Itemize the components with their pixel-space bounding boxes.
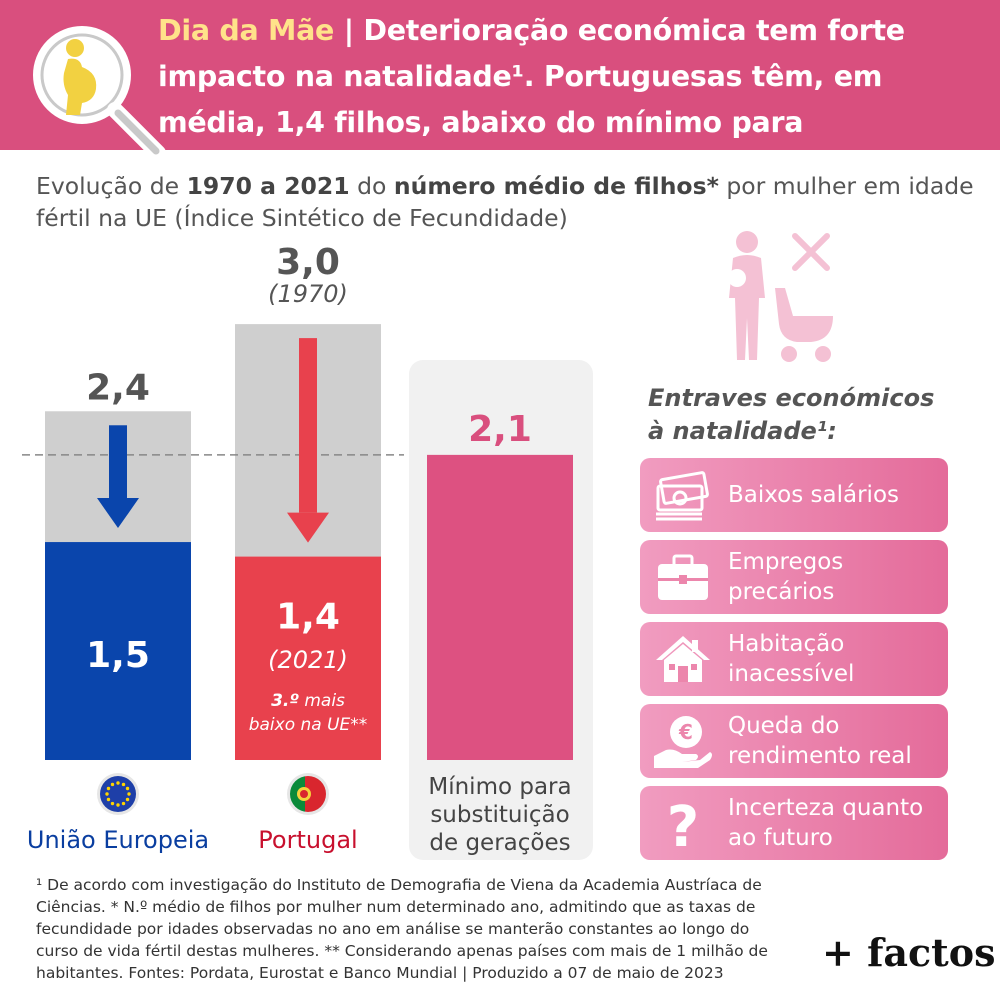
pt-rank-label-line1: 3.º mais — [271, 691, 345, 711]
footnote: ¹ De acordo com investigação do Institut… — [36, 876, 768, 982]
money-icon — [656, 471, 709, 521]
barrier-label: Incerteza quanto ao futuro — [728, 795, 924, 851]
category-label-pt: Portugal — [258, 826, 357, 854]
pt-2021-year-label: (2021) — [268, 646, 348, 674]
pt-rank-rest: mais — [299, 691, 345, 711]
barrier-real-income: € Queda do rendimento real — [640, 704, 948, 778]
svg-text:€: € — [678, 720, 693, 744]
eu-1970-value-label: 2,4 — [86, 367, 150, 408]
bar-pt-2021 — [235, 556, 381, 760]
barrier-precarious-jobs: Empregos precários — [640, 540, 948, 614]
eu-star — [121, 782, 126, 787]
eu-star — [110, 782, 115, 787]
bar-eu-2021 — [45, 542, 191, 760]
magnifier-pregnant-icon — [33, 26, 166, 161]
mother-stroller-crossed-icon — [728, 231, 833, 362]
subtitle-part3: por mulher em idade fértil na UE (Índice… — [36, 172, 974, 232]
eu-star — [127, 792, 131, 796]
eu-2021-value-label: 1,5 — [86, 635, 150, 676]
eu-star — [125, 786, 130, 791]
pt-1970-year-label: (1970) — [268, 280, 348, 308]
eu-star — [116, 803, 120, 807]
svg-text:?: ? — [667, 795, 699, 852]
category-label-eu: União Europeia — [27, 826, 209, 854]
pt-1970-value-label: 3,0 — [276, 242, 340, 283]
category-label-replacement-3: de gerações — [429, 830, 570, 856]
eu-star — [116, 781, 120, 785]
subtitle-part1: Evolução de — [36, 172, 187, 200]
pt-decline-arrow — [287, 338, 329, 543]
barriers-heading-line2: à natalidade¹: — [648, 417, 837, 445]
eu-flag-icon — [97, 773, 139, 815]
bar-replacement — [427, 454, 573, 760]
brand-logo: + factos — [822, 930, 996, 975]
portugal-flag-icon — [287, 773, 329, 815]
barrier-uncertainty: ? Incerteza quanto ao futuro — [640, 786, 948, 860]
euro-hand-icon: € — [654, 716, 712, 768]
pt-rank-bold: 3.º — [271, 691, 299, 711]
replacement-value-label: 2,1 — [468, 409, 532, 450]
chart-subtitle: Evolução de 1970 a 2021 do número médio … — [36, 170, 976, 234]
eu-star — [125, 797, 130, 802]
pt-2021-value-label: 1,4 — [276, 597, 340, 638]
pt-rank-label-line2: baixo na UE** — [249, 715, 368, 735]
title-kicker: Dia da Mãe — [158, 14, 335, 47]
eu-star — [121, 801, 126, 806]
subtitle-part2: do — [349, 172, 394, 200]
barriers-heading-line1: Entraves económicos — [648, 384, 935, 412]
title-text: Deterioração económica tem forte impacto… — [158, 14, 905, 185]
eu-star — [106, 797, 111, 802]
header-banner — [0, 0, 1000, 150]
category-label-replacement-1: Mínimo para — [428, 774, 571, 800]
barrier-label: Queda do rendimento real — [728, 713, 912, 769]
eu-star — [105, 792, 109, 796]
category-label-replacement-2: substituição — [430, 802, 569, 828]
question-icon: ? — [667, 795, 699, 852]
eu-star — [106, 786, 111, 791]
barrier-label: Habitação inacessível — [728, 631, 855, 687]
subtitle-metric: número médio de filhos* — [393, 172, 719, 200]
house-icon — [656, 636, 710, 682]
barrier-label: Baixos salários — [728, 482, 899, 508]
eu-decline-arrow — [97, 425, 139, 529]
barriers-heading: Entraves económicos à natalidade¹: — [648, 382, 988, 448]
barrier-low-wages: Baixos salários — [640, 458, 948, 532]
subtitle-years: 1970 a 2021 — [186, 172, 350, 200]
eu-star — [110, 801, 115, 806]
barrier-label: Empregos precários — [728, 549, 844, 605]
barrier-housing: Habitação inacessível — [640, 622, 948, 696]
title-separator: | — [343, 14, 354, 47]
fertility-chart: 2,4 1,5 3,0 (1970) 1,4 (2021) 3.º mais b… — [22, 242, 593, 860]
page-title: Dia da Mãe | Deterioração económica tem … — [158, 8, 994, 192]
briefcase-icon — [658, 554, 708, 600]
